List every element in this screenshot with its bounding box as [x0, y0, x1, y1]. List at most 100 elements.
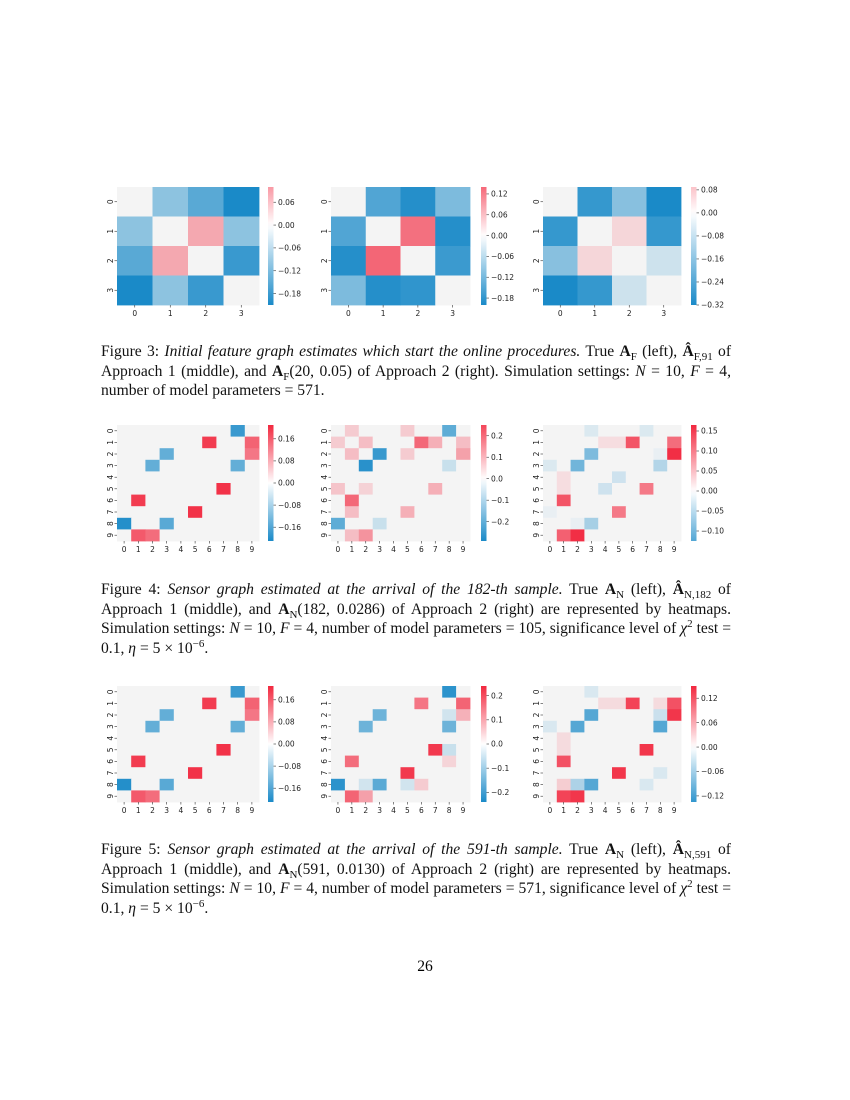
x-tick-label: 2	[575, 545, 580, 554]
heatmap-cell	[428, 697, 443, 710]
heatmap-cell	[612, 494, 627, 507]
heatmap-cell	[372, 425, 387, 437]
heatmap-cell	[428, 517, 443, 530]
heatmap-cell	[344, 483, 360, 495]
heatmap-cell	[598, 755, 613, 768]
y-tick-label: 4	[320, 736, 329, 741]
heatmap-cell	[646, 275, 682, 306]
heatmap-cell	[414, 471, 429, 484]
heatmap-cell	[667, 778, 682, 791]
heatmap-cell	[159, 471, 175, 484]
colorbar-tick-label: −0.12	[491, 273, 514, 282]
heatmap-cell	[244, 517, 260, 530]
heatmap-cell	[577, 246, 613, 276]
heatmap-cell	[372, 506, 387, 519]
caption-text: N	[635, 362, 646, 380]
heatmap-cell	[667, 494, 682, 507]
heatmap-cell	[358, 529, 374, 542]
heatmap-cell	[653, 425, 668, 437]
heatmap-cell	[145, 471, 160, 484]
heatmap-cell	[653, 778, 668, 791]
heatmap-cell	[159, 517, 175, 530]
heatmap-cell	[598, 436, 613, 449]
heatmap-cell	[244, 732, 260, 745]
colorbar-tick-label: 0.05	[701, 467, 718, 476]
y-tick-label: 8	[532, 521, 541, 526]
heatmap-cell	[131, 744, 146, 756]
heatmap-cell	[216, 709, 231, 722]
heatmap-cell	[152, 246, 189, 276]
heatmap-cell	[612, 744, 627, 756]
heatmap-cell	[543, 767, 558, 780]
x-tick-label: 9	[461, 545, 466, 554]
x-tick-label: 5	[617, 545, 622, 554]
heatmap-cell	[173, 767, 189, 780]
heatmap-cell	[556, 483, 571, 495]
y-tick-label: 3	[532, 288, 541, 293]
x-tick-label: 6	[207, 806, 212, 815]
heatmap-cell	[202, 459, 217, 472]
heatmap-cell	[365, 275, 401, 306]
heatmap-cell	[386, 720, 401, 733]
caption-text: (left),	[624, 581, 673, 598]
y-tick-label: 0	[532, 428, 541, 433]
y-tick-label: 8	[320, 521, 329, 526]
y-tick-label: 2	[320, 451, 329, 456]
heatmap-cell	[159, 448, 175, 461]
heatmap-cell	[216, 755, 231, 768]
caption-text: N	[289, 868, 298, 881]
heatmap-cell	[653, 767, 668, 780]
heatmap-cell	[244, 436, 260, 449]
colorbar-tick-label: −0.1	[491, 496, 509, 505]
colorbar-tick-label: 0.16	[278, 435, 295, 444]
heatmap-cell	[400, 767, 415, 780]
caption-text: .	[204, 899, 209, 917]
y-tick-label: 6	[106, 759, 115, 764]
heatmap-cell	[159, 697, 175, 710]
caption-text: 2	[687, 617, 693, 630]
heatmap-cell	[131, 709, 146, 722]
y-tick-label: 1	[532, 440, 541, 445]
y-tick-label: 4	[106, 736, 115, 741]
heatmap-cell	[152, 275, 189, 306]
heatmap-cell	[230, 778, 246, 791]
heatmap-cell	[667, 790, 682, 803]
y-tick-label: 0	[320, 428, 329, 433]
heatmap-cell	[202, 483, 217, 495]
heatmap-cell	[386, 483, 401, 495]
heatmap-cell	[639, 448, 654, 461]
heatmap-cell	[400, 517, 415, 530]
heatmap-cell	[456, 506, 471, 519]
colorbar-tick-label: 0.10	[701, 447, 718, 456]
colorbar	[691, 686, 697, 802]
heatmap-cell	[159, 459, 175, 472]
heatmap-cell	[188, 767, 203, 780]
heatmap-cell	[188, 755, 203, 768]
heatmap-cell	[543, 686, 558, 698]
heatmap-cell	[667, 529, 682, 542]
heatmap-cell	[152, 216, 189, 247]
heatmap-cell	[145, 494, 160, 507]
heatmap-cell	[131, 732, 146, 745]
caption-text: True	[562, 841, 605, 858]
heatmap-cell	[372, 732, 387, 745]
caption-text: N,591	[684, 849, 712, 862]
heatmap-cell	[639, 517, 654, 530]
colorbar-tick-label: −0.32	[701, 301, 724, 310]
heatmap-cell	[625, 471, 640, 484]
heatmap-cell	[358, 767, 374, 780]
heatmap-cell	[331, 709, 346, 722]
colorbar	[268, 187, 274, 305]
y-tick-label: 9	[106, 794, 115, 799]
heatmap-cell	[173, 686, 189, 698]
heatmap-cell	[188, 697, 203, 710]
y-tick-label: 0	[532, 199, 541, 204]
heatmap-cell	[570, 483, 585, 495]
heatmap-cell	[216, 471, 231, 484]
y-tick-label: 7	[320, 770, 329, 775]
heatmap-cell	[570, 790, 585, 803]
caption-text: Â	[682, 343, 694, 360]
heatmap-cell	[117, 755, 132, 768]
heatmap-cell	[358, 744, 374, 756]
x-tick-label: 9	[250, 545, 255, 554]
